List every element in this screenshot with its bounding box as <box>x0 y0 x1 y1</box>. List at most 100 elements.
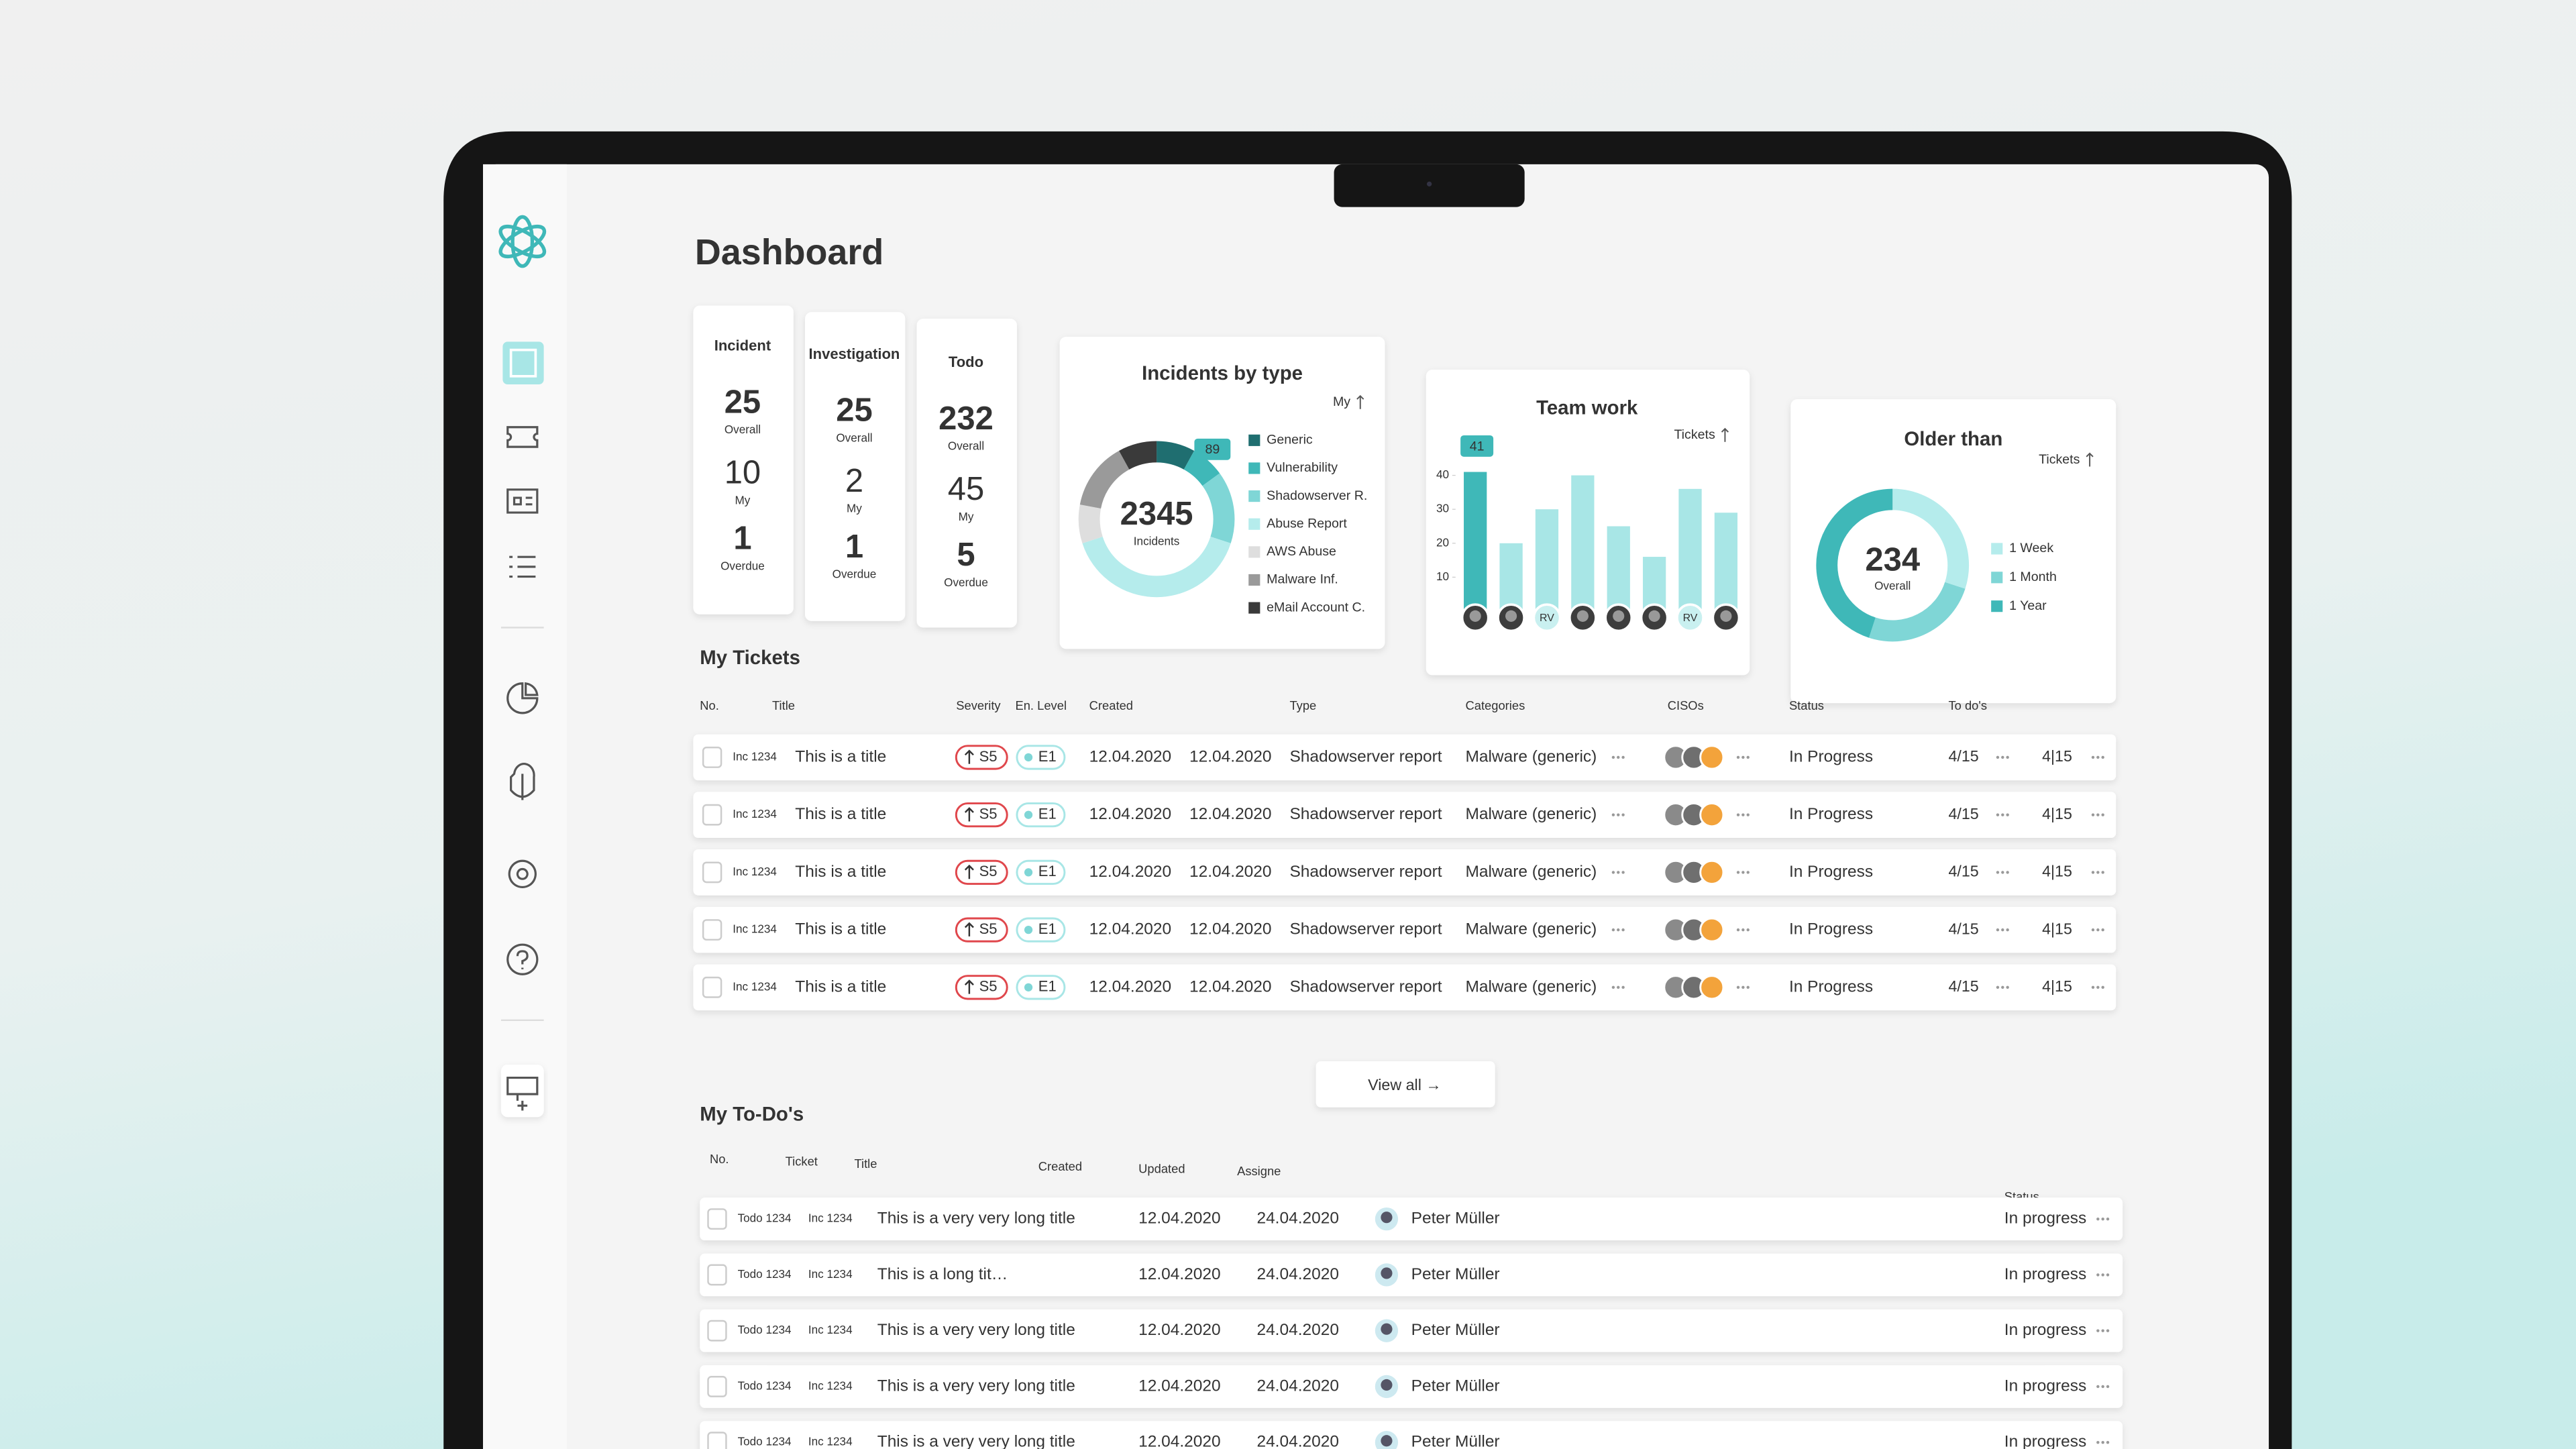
updated: 12.04.2020 <box>1189 920 1271 938</box>
view-all-button[interactable] <box>1316 1061 1495 1108</box>
todos: 4/15 <box>1948 747 1978 765</box>
category: Malware (generic) <box>1465 747 1597 765</box>
level: E1 <box>1038 978 1057 995</box>
nav-dashboard[interactable] <box>502 341 544 385</box>
todo-no: Todo 1234 <box>738 1435 792 1448</box>
level: E1 <box>1038 920 1057 937</box>
stat-my-label: My <box>847 502 862 515</box>
legend-label: eMail Account C. <box>1267 600 1365 614</box>
more-dot <box>1741 871 1745 874</box>
donut-total: 2345 <box>1120 496 1193 532</box>
callout-box <box>1194 438 1231 460</box>
status: In progress <box>2004 1210 2086 1228</box>
todo-title: This is a very very long title <box>877 1210 1075 1228</box>
nav-list[interactable] <box>509 555 536 578</box>
status: In Progress <box>1789 920 1873 938</box>
created: 12.04.2020 <box>1089 747 1171 765</box>
ticket-no: Inc 1234 <box>733 865 777 878</box>
ticket-no: Inc 1234 <box>733 750 777 763</box>
more-dot <box>2101 813 2104 816</box>
page-title: Dashboard <box>695 232 883 272</box>
more-dot <box>1617 813 1620 816</box>
callout-box <box>1460 435 1494 457</box>
row-icon <box>702 747 722 768</box>
stat-overall: 232 <box>938 400 994 437</box>
more-dot <box>1621 755 1625 759</box>
severity-arrow <box>964 864 974 879</box>
nav-reports[interactable] <box>506 682 539 714</box>
more-dot <box>2001 755 2004 759</box>
type: Shadowserver report <box>1289 863 1442 881</box>
bar <box>1571 475 1595 612</box>
more-dot <box>2101 1273 2104 1277</box>
stat-label: Investigation <box>809 345 900 362</box>
more-dot <box>2091 928 2095 932</box>
more-dot <box>1741 928 1745 932</box>
bar <box>1607 526 1630 612</box>
legend-label: 1 Year <box>2009 598 2047 613</box>
more-dot <box>2106 1385 2110 1389</box>
more-dot <box>1736 813 1740 816</box>
more-dot <box>2006 813 2009 816</box>
todo-row[interactable] <box>700 1253 2123 1297</box>
stat-my: 10 <box>724 455 761 491</box>
stat-overdue-label: Overdue <box>833 568 877 581</box>
todo-row[interactable] <box>700 1365 2123 1408</box>
todo-row[interactable] <box>700 1421 2123 1449</box>
todo-no: Todo 1234 <box>738 1379 792 1392</box>
updated: 24.04.2020 <box>1256 1377 1338 1395</box>
more-dot <box>1617 755 1620 759</box>
nav-users[interactable] <box>510 763 535 800</box>
card-title: Older than <box>1904 428 2002 450</box>
assignee: Peter Müller <box>1411 1321 1500 1339</box>
todo-ticket: Inc 1234 <box>808 1379 853 1392</box>
created: 12.04.2020 <box>1089 977 1171 996</box>
callout-value: 41 <box>1470 439 1485 453</box>
severity: S5 <box>979 863 998 879</box>
more-dot <box>2101 928 2104 932</box>
more-dot <box>1741 813 1745 816</box>
more-dot <box>2101 871 2104 874</box>
view-all-label: View all → <box>1368 1076 1441 1093</box>
donut-segment <box>1869 582 1966 642</box>
nav-help[interactable] <box>506 943 539 975</box>
created: 12.04.2020 <box>1089 863 1171 881</box>
level-badge <box>1016 802 1066 828</box>
more-dot <box>2001 813 2004 816</box>
more-dot <box>2101 1217 2104 1221</box>
card-title: Incidents by type <box>1142 362 1303 384</box>
stat-label: Incident <box>714 337 771 354</box>
ticket-title: This is a title <box>795 805 886 823</box>
level-badge <box>1016 917 1066 943</box>
avatar-face <box>1505 610 1517 622</box>
level-dot <box>1024 868 1033 877</box>
stat-overall-label: Overall <box>948 439 984 453</box>
more-dot <box>1621 813 1625 816</box>
status: In progress <box>2004 1321 2086 1339</box>
legend-label: Malware Inf. <box>1267 572 1338 587</box>
updated: 24.04.2020 <box>1256 1265 1338 1283</box>
filter-label: Tickets <box>2039 452 2080 467</box>
nav-settings[interactable] <box>508 859 537 889</box>
stat-my-label: My <box>959 510 974 523</box>
logo-orbit <box>498 224 547 259</box>
stat-card <box>916 319 1017 628</box>
more-dot <box>2106 1217 2110 1221</box>
more-dot <box>1996 813 2000 816</box>
donut-segment <box>1816 488 1893 638</box>
row-icon <box>702 976 722 998</box>
more-dot <box>2101 985 2104 989</box>
assignee: Peter Müller <box>1411 1433 1500 1449</box>
stat-card <box>805 312 906 621</box>
stat-card <box>693 305 794 614</box>
more-dot <box>1746 985 1750 989</box>
nav-tickets[interactable] <box>506 426 539 448</box>
level: E1 <box>1038 806 1057 822</box>
nav-cards[interactable] <box>506 488 539 514</box>
more-dot <box>2106 1329 2110 1332</box>
todo-row[interactable] <box>700 1309 2123 1352</box>
severity: S5 <box>979 978 998 995</box>
todo-row[interactable] <box>700 1197 2123 1240</box>
logo-orbit <box>511 215 535 268</box>
nav-new-glyph[interactable] <box>506 1076 539 1111</box>
